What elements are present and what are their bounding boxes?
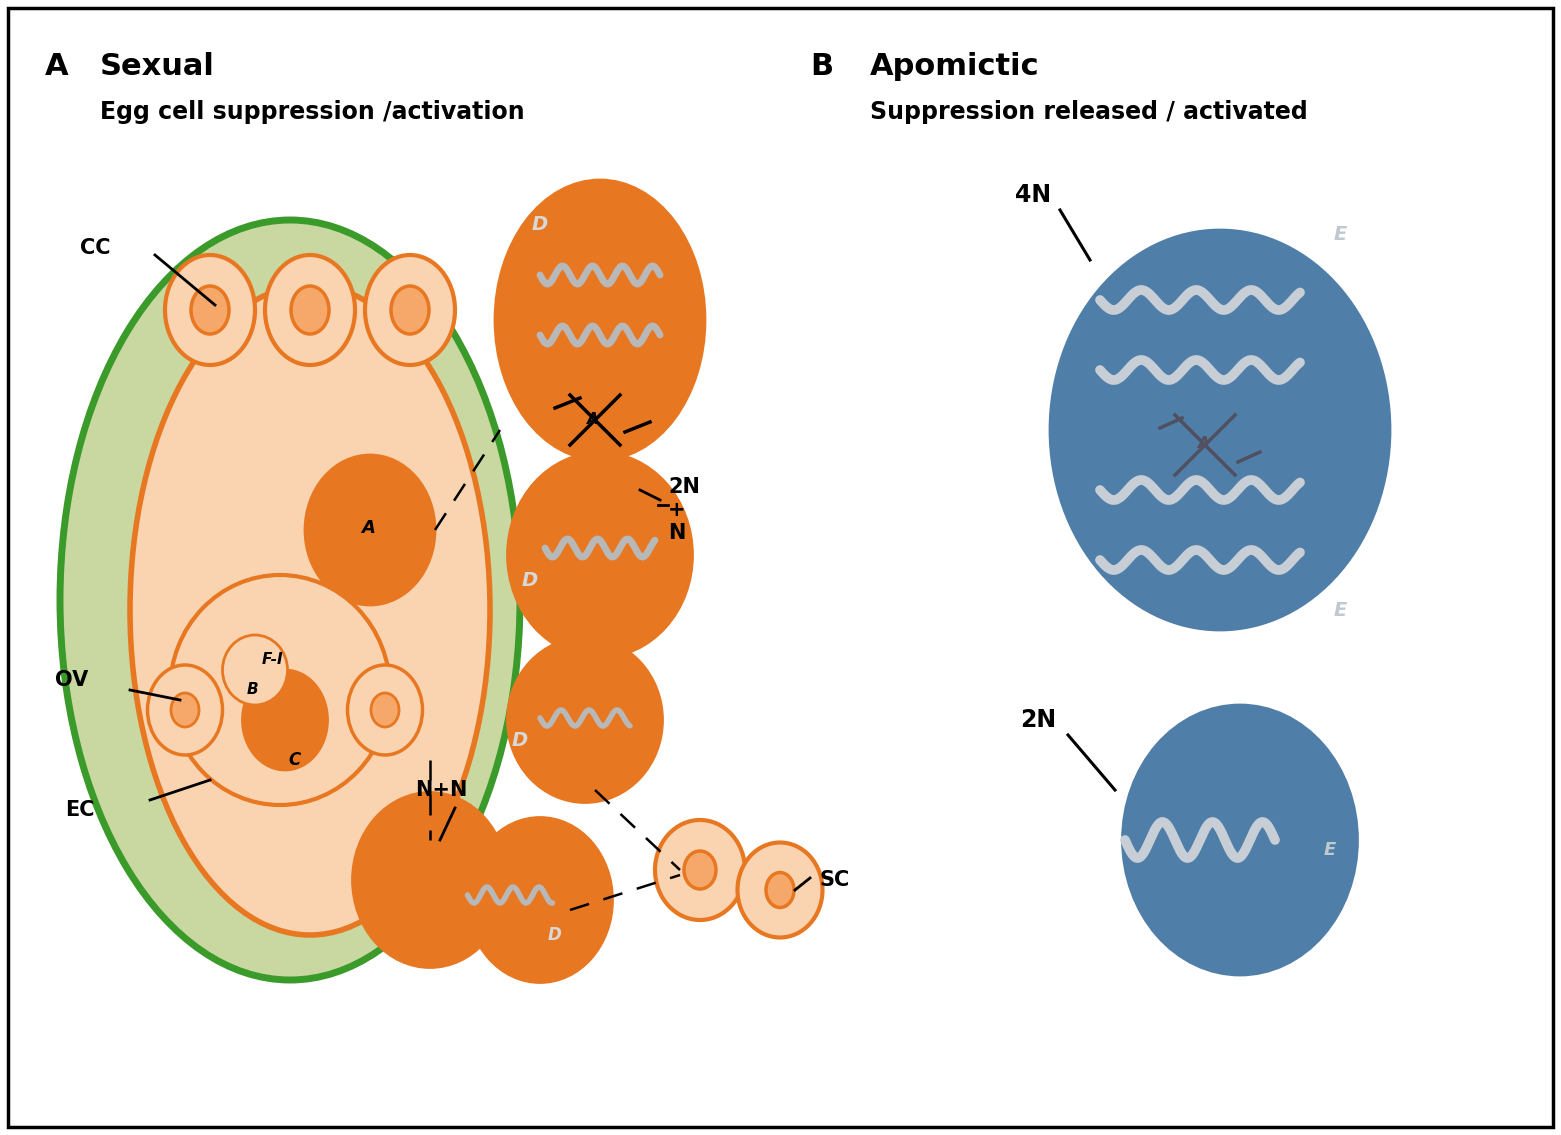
Text: D: D xyxy=(548,926,562,944)
Text: OV: OV xyxy=(55,670,89,690)
Text: A: A xyxy=(45,52,69,81)
Ellipse shape xyxy=(165,255,254,365)
Text: Sexual: Sexual xyxy=(100,52,215,81)
Text: E: E xyxy=(1333,226,1347,244)
Ellipse shape xyxy=(1122,705,1358,975)
Text: B: B xyxy=(247,682,258,698)
Ellipse shape xyxy=(507,638,662,802)
Ellipse shape xyxy=(147,665,223,755)
Ellipse shape xyxy=(365,255,454,365)
Text: CC: CC xyxy=(80,238,111,258)
Ellipse shape xyxy=(656,819,745,920)
Ellipse shape xyxy=(170,575,390,805)
Text: Suppression released / activated: Suppression released / activated xyxy=(869,100,1308,124)
Ellipse shape xyxy=(242,670,328,770)
Text: A: A xyxy=(587,412,599,428)
Text: EC: EC xyxy=(66,800,95,819)
Text: F-I: F-I xyxy=(261,653,283,667)
Ellipse shape xyxy=(59,220,520,980)
Text: E: E xyxy=(1333,600,1347,620)
Ellipse shape xyxy=(467,817,612,983)
Ellipse shape xyxy=(372,693,400,728)
Ellipse shape xyxy=(130,285,490,935)
Ellipse shape xyxy=(304,455,436,605)
Text: D: D xyxy=(532,216,548,235)
FancyBboxPatch shape xyxy=(8,8,1553,1127)
Ellipse shape xyxy=(348,665,423,755)
Ellipse shape xyxy=(172,693,198,728)
Text: D: D xyxy=(521,571,539,589)
Ellipse shape xyxy=(737,842,823,938)
Text: SC: SC xyxy=(820,871,851,890)
Ellipse shape xyxy=(190,286,229,334)
Ellipse shape xyxy=(223,634,287,705)
Ellipse shape xyxy=(265,255,354,365)
Ellipse shape xyxy=(684,851,716,889)
Text: Egg cell suppression /activation: Egg cell suppression /activation xyxy=(100,100,524,124)
Text: E: E xyxy=(1324,841,1336,859)
Text: 2N
+
N: 2N + N xyxy=(668,477,699,544)
Text: N+N: N+N xyxy=(415,780,467,800)
Ellipse shape xyxy=(390,286,429,334)
Ellipse shape xyxy=(507,453,693,657)
Text: C: C xyxy=(289,751,301,770)
Text: B: B xyxy=(810,52,834,81)
Ellipse shape xyxy=(1051,230,1389,630)
Ellipse shape xyxy=(290,286,329,334)
Text: 2N: 2N xyxy=(1019,708,1057,732)
Text: Apomictic: Apomictic xyxy=(869,52,1040,81)
Text: A: A xyxy=(1199,437,1210,452)
Text: D: D xyxy=(512,731,528,749)
Ellipse shape xyxy=(353,792,507,967)
Ellipse shape xyxy=(766,873,795,908)
Text: A: A xyxy=(361,519,375,537)
Ellipse shape xyxy=(495,180,706,460)
Text: 4N: 4N xyxy=(1015,183,1051,207)
